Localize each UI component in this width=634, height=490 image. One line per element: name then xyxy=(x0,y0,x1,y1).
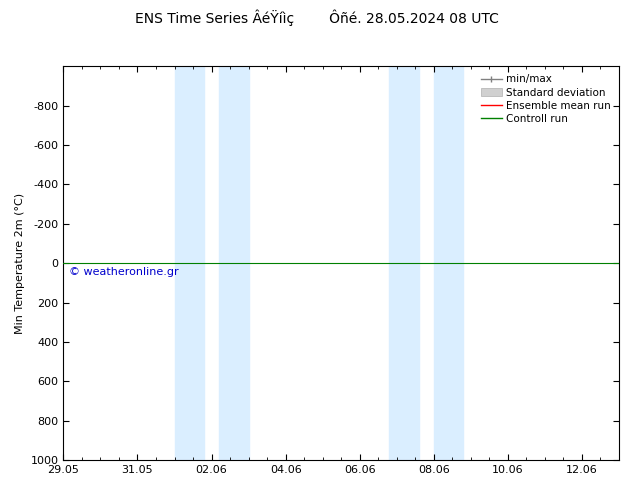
Y-axis label: Min Temperature 2m (°C): Min Temperature 2m (°C) xyxy=(15,193,25,334)
Legend: min/max, Standard deviation, Ensemble mean run, Controll run: min/max, Standard deviation, Ensemble me… xyxy=(478,72,614,127)
Bar xyxy=(174,66,204,460)
Text: © weatheronline.gr: © weatheronline.gr xyxy=(69,268,179,277)
Bar xyxy=(389,66,419,460)
Bar xyxy=(434,66,463,460)
Text: ENS Time Series ÂéŸíìç        Ôñé. 28.05.2024 08 UTC: ENS Time Series ÂéŸíìç Ôñé. 28.05.2024 0… xyxy=(135,10,499,26)
Bar xyxy=(219,66,249,460)
